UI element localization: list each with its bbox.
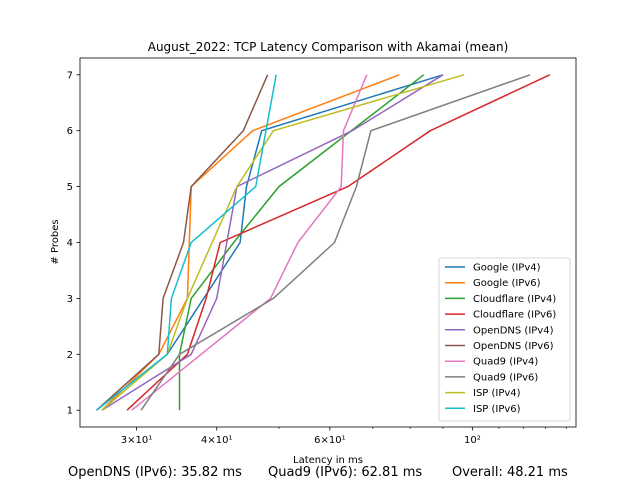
footer-opendns-ipv6: OpenDNS (IPv6): 35.82 ms xyxy=(68,465,242,480)
plot-lines xyxy=(96,74,551,411)
x-axis-label: Latency in ms xyxy=(293,455,363,466)
x-tick-label: 6×10¹ xyxy=(314,435,345,446)
legend-label: Google (IPv6) xyxy=(473,278,541,289)
legend-box xyxy=(438,257,571,422)
legend-label: ISP (IPv6) xyxy=(473,404,521,415)
y-tick-label: 7 xyxy=(67,70,73,81)
series-line-5 xyxy=(96,74,269,411)
x-tick-label: 3×10¹ xyxy=(121,435,152,446)
legend-label: OpenDNS (IPv6) xyxy=(473,341,554,352)
x-axis: 3×10¹ 4×10¹ 6×10¹ 10² xyxy=(121,427,567,446)
y-tick-label: 1 xyxy=(67,406,73,417)
legend-label: Google (IPv4) xyxy=(473,263,541,274)
footer-quad9-ipv6: Quad9 (IPv6): 62.81 ms xyxy=(268,465,423,480)
series-line-0 xyxy=(96,74,444,411)
y-tick-label: 6 xyxy=(67,126,73,137)
legend: Google (IPv4) Google (IPv6) Cloudflare (IP… xyxy=(438,257,571,422)
footer-overall: Overall: 48.21 ms xyxy=(452,465,568,480)
y-axis: 1 2 3 4 5 6 7 xyxy=(67,70,80,417)
series-line-6 xyxy=(131,74,368,411)
series-line-1 xyxy=(101,74,400,411)
y-tick-label: 5 xyxy=(67,182,73,193)
series-line-3 xyxy=(126,74,551,411)
series-line-8 xyxy=(101,74,465,411)
y-axis-label: # Probes xyxy=(50,219,61,264)
x-tick-label: 10² xyxy=(464,435,481,446)
y-tick-label: 3 xyxy=(67,294,73,305)
series-line-4 xyxy=(101,74,444,411)
y-tick-label: 4 xyxy=(67,238,73,249)
y-tick-label: 2 xyxy=(67,350,73,361)
legend-label: Quad9 (IPv4) xyxy=(473,357,538,368)
legend-label: OpenDNS (IPv4) xyxy=(473,325,554,336)
legend-label: Quad9 (IPv6) xyxy=(473,372,538,383)
series-line-9 xyxy=(96,74,277,411)
legend-label: Cloudflare (IPv4) xyxy=(473,294,556,305)
x-tick-label: 4×10¹ xyxy=(201,435,232,446)
legend-label: ISP (IPv4) xyxy=(473,388,521,399)
series-line-7 xyxy=(140,74,531,411)
chart-title: August_2022: TCP Latency Comparison with… xyxy=(148,40,509,54)
legend-label: Cloudflare (IPv6) xyxy=(473,310,556,321)
